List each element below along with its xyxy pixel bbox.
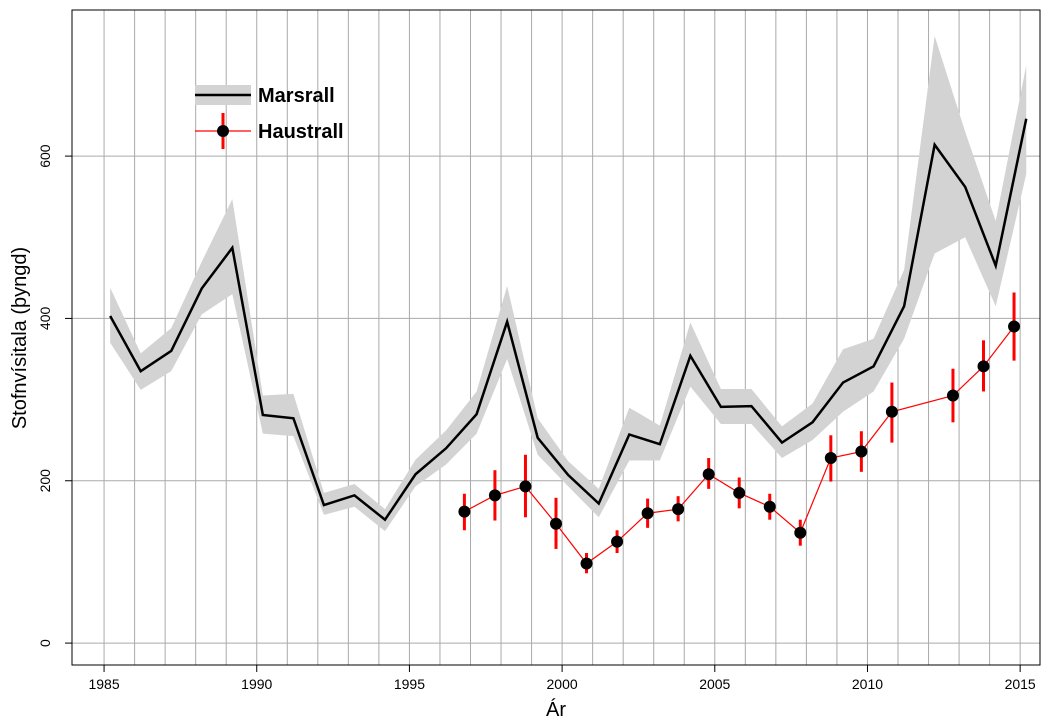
- point: [702, 468, 715, 481]
- point: [733, 486, 746, 499]
- point: [794, 526, 807, 539]
- legend-label: Marsrall: [258, 85, 335, 107]
- point: [641, 507, 654, 520]
- point: [824, 452, 837, 465]
- point: [946, 389, 959, 402]
- plot-frame: [71, 9, 1041, 666]
- legend-label: Haustrall: [258, 121, 344, 143]
- point: [763, 500, 776, 513]
- confidence-band: [110, 35, 1027, 532]
- series-line: [464, 326, 1015, 565]
- point: [611, 535, 624, 548]
- legend-point: [217, 125, 229, 137]
- point: [977, 360, 990, 373]
- x-tick-label: 2010: [852, 676, 883, 692]
- point: [1008, 320, 1021, 333]
- point: [672, 503, 685, 516]
- point: [519, 480, 532, 493]
- x-tick-label: 1990: [241, 676, 272, 692]
- series-line: [109, 118, 1028, 522]
- x-tick-label: 2000: [547, 676, 578, 692]
- y-tick-label: 200: [37, 469, 53, 493]
- y-tick-label: 0: [37, 639, 53, 647]
- point: [458, 505, 471, 518]
- point: [488, 489, 501, 502]
- x-tick-label: 2005: [699, 676, 730, 692]
- point: [550, 517, 562, 530]
- y-tick-label: 600: [37, 144, 53, 168]
- y-tick-label: 400: [37, 307, 53, 331]
- point: [885, 405, 898, 418]
- y-axis-label: Stofnvísitala (þyngd): [9, 247, 31, 429]
- x-tick-label: 1985: [88, 676, 119, 692]
- point: [855, 445, 868, 458]
- point: [580, 557, 593, 570]
- x-axis-label: Ár: [546, 698, 566, 721]
- x-tick-label: 2015: [1005, 676, 1036, 692]
- x-tick-label: 1995: [394, 676, 425, 692]
